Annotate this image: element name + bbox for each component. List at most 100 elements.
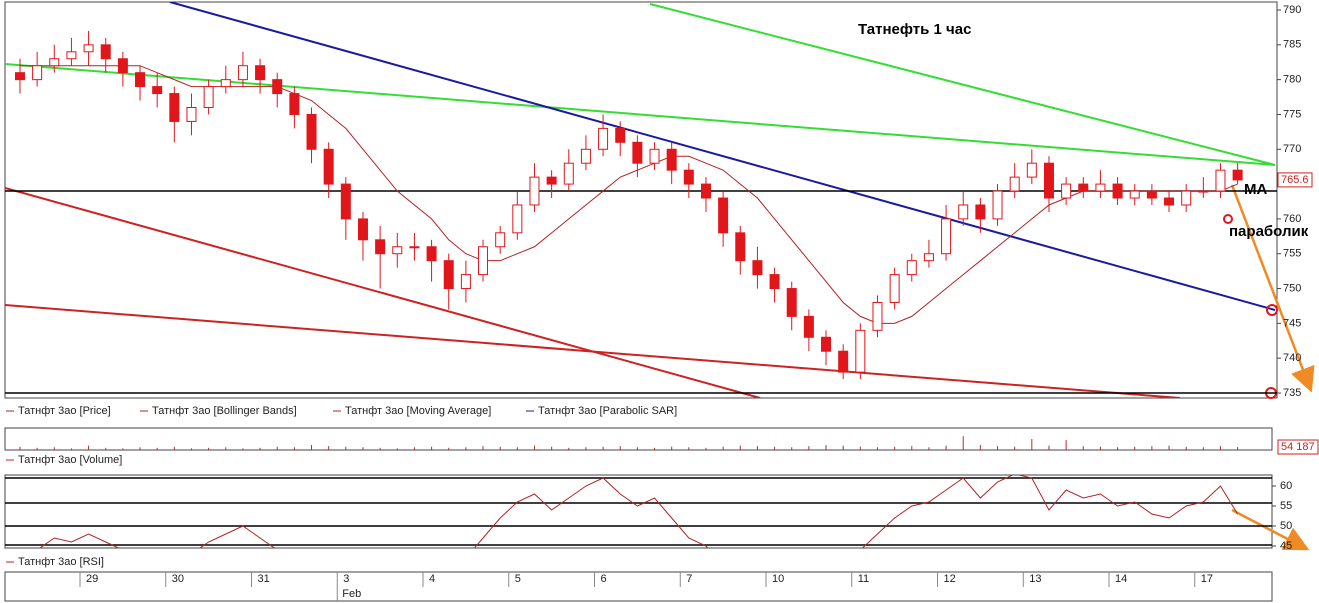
x-tick-label: 30 — [172, 573, 184, 585]
legend-label: Татнфт 3ао [Bollinger Bands] — [152, 405, 297, 417]
y-tick-label: 755 — [1283, 248, 1301, 260]
candle-body — [752, 260, 763, 276]
candle-body — [1215, 169, 1226, 192]
candle-body — [923, 253, 934, 262]
candle-body — [906, 260, 917, 276]
trend-line — [5, 187, 761, 398]
volume-label: 54 187 — [1281, 441, 1315, 453]
x-tick-label: 11 — [858, 573, 869, 585]
candle-body — [786, 288, 797, 317]
trend-line — [5, 63, 1276, 166]
y-tick-label: 740 — [1283, 352, 1301, 364]
y-tick-label: 60 — [1280, 480, 1292, 492]
candle-body — [941, 218, 952, 255]
candle-body — [392, 246, 403, 255]
rsi-marks — [39, 475, 1239, 548]
candle-body — [495, 232, 506, 248]
x-tick-label: 3 — [343, 573, 349, 585]
candle-body — [1181, 190, 1192, 206]
y-tick-label: 745 — [1283, 317, 1301, 329]
last-price-box — [1277, 172, 1313, 188]
candle-body — [1061, 183, 1072, 199]
legend-label: Татнфт 3ао [Moving Average] — [345, 405, 491, 417]
y-tick-label: 50 — [1280, 520, 1292, 532]
candle-body — [1009, 176, 1020, 192]
candle-body — [975, 204, 986, 220]
x-tick-label: 31 — [258, 573, 270, 585]
candle-body — [186, 106, 197, 122]
candle-body — [546, 176, 557, 185]
marker-circle — [1223, 214, 1233, 224]
volume-label-box — [1277, 439, 1319, 455]
x-tick-label: 7 — [686, 573, 692, 585]
candle-body — [683, 169, 694, 185]
candle-body — [1232, 169, 1243, 181]
candle-body — [598, 127, 609, 150]
candle-body — [32, 65, 43, 81]
x-tick-label: 12 — [944, 573, 956, 585]
candle-body — [855, 329, 866, 373]
legend-label: Татнфт 3ао [Parabolic SAR] — [538, 405, 677, 417]
y-tick-label: 750 — [1283, 282, 1301, 294]
month-label: Feb — [342, 588, 361, 600]
x-tick-label: 17 — [1201, 573, 1213, 585]
candle-body — [529, 176, 540, 206]
candle-body — [460, 274, 471, 290]
candle-body — [1146, 190, 1157, 199]
candle-body — [14, 72, 25, 81]
y-tick-label: 780 — [1283, 74, 1301, 86]
rsi-panel — [4, 474, 1273, 549]
candle-body — [872, 301, 883, 331]
candle-body — [443, 260, 454, 290]
candle-body — [649, 148, 660, 164]
candle-body — [100, 44, 111, 60]
y-tick-label: 735 — [1283, 387, 1301, 399]
candle-body — [375, 239, 386, 255]
chart-title: Татнефть 1 час — [858, 21, 971, 38]
candle-body — [615, 127, 626, 143]
candle-body — [563, 162, 574, 185]
legend-label: Татнфт 3ао [Volume] — [18, 454, 122, 466]
candle-body — [512, 204, 523, 234]
candle-body — [203, 86, 214, 108]
candle-body — [220, 79, 231, 88]
trend-lines — [5, 2, 1276, 398]
candle-body — [478, 246, 489, 276]
last-price-label: 765.6 — [1281, 174, 1309, 186]
candle-body — [1164, 197, 1175, 206]
candle-body — [83, 44, 94, 53]
candle-body — [66, 51, 77, 60]
candle-body — [1129, 190, 1140, 199]
x-tick-label: 10 — [772, 573, 784, 585]
candle-body — [306, 113, 317, 150]
volume-panel — [4, 427, 1273, 451]
candle-body — [1043, 162, 1054, 199]
candle-body — [340, 183, 351, 220]
arrow — [1230, 184, 1315, 393]
candle-body — [735, 232, 746, 262]
legend-label: Татнфт 3ао [Price] — [18, 405, 111, 417]
y-tick-label: 770 — [1283, 143, 1301, 155]
marker-circle — [1266, 304, 1278, 316]
date-axis-panel — [4, 571, 1273, 602]
candle-body — [426, 246, 437, 262]
x-tick-label: 13 — [1029, 573, 1041, 585]
candle-body — [889, 274, 900, 303]
candle-body — [992, 190, 1003, 220]
candle-body — [117, 58, 128, 74]
candle-body — [700, 183, 711, 199]
y-tick-label: 760 — [1283, 213, 1301, 225]
y-tick-label: 775 — [1283, 108, 1301, 120]
candle-body — [289, 93, 300, 115]
y-tick-label: 45 — [1280, 540, 1292, 552]
x-tick-label: 14 — [1115, 573, 1127, 585]
annotation: параболик — [1229, 223, 1309, 240]
price-panel — [4, 1, 1278, 399]
candle-body — [409, 246, 420, 249]
candle-body — [1078, 183, 1089, 192]
x-tick-label: 6 — [601, 573, 607, 585]
candle-body — [255, 65, 266, 81]
candle-body — [1198, 190, 1209, 193]
candle-body — [135, 72, 146, 88]
